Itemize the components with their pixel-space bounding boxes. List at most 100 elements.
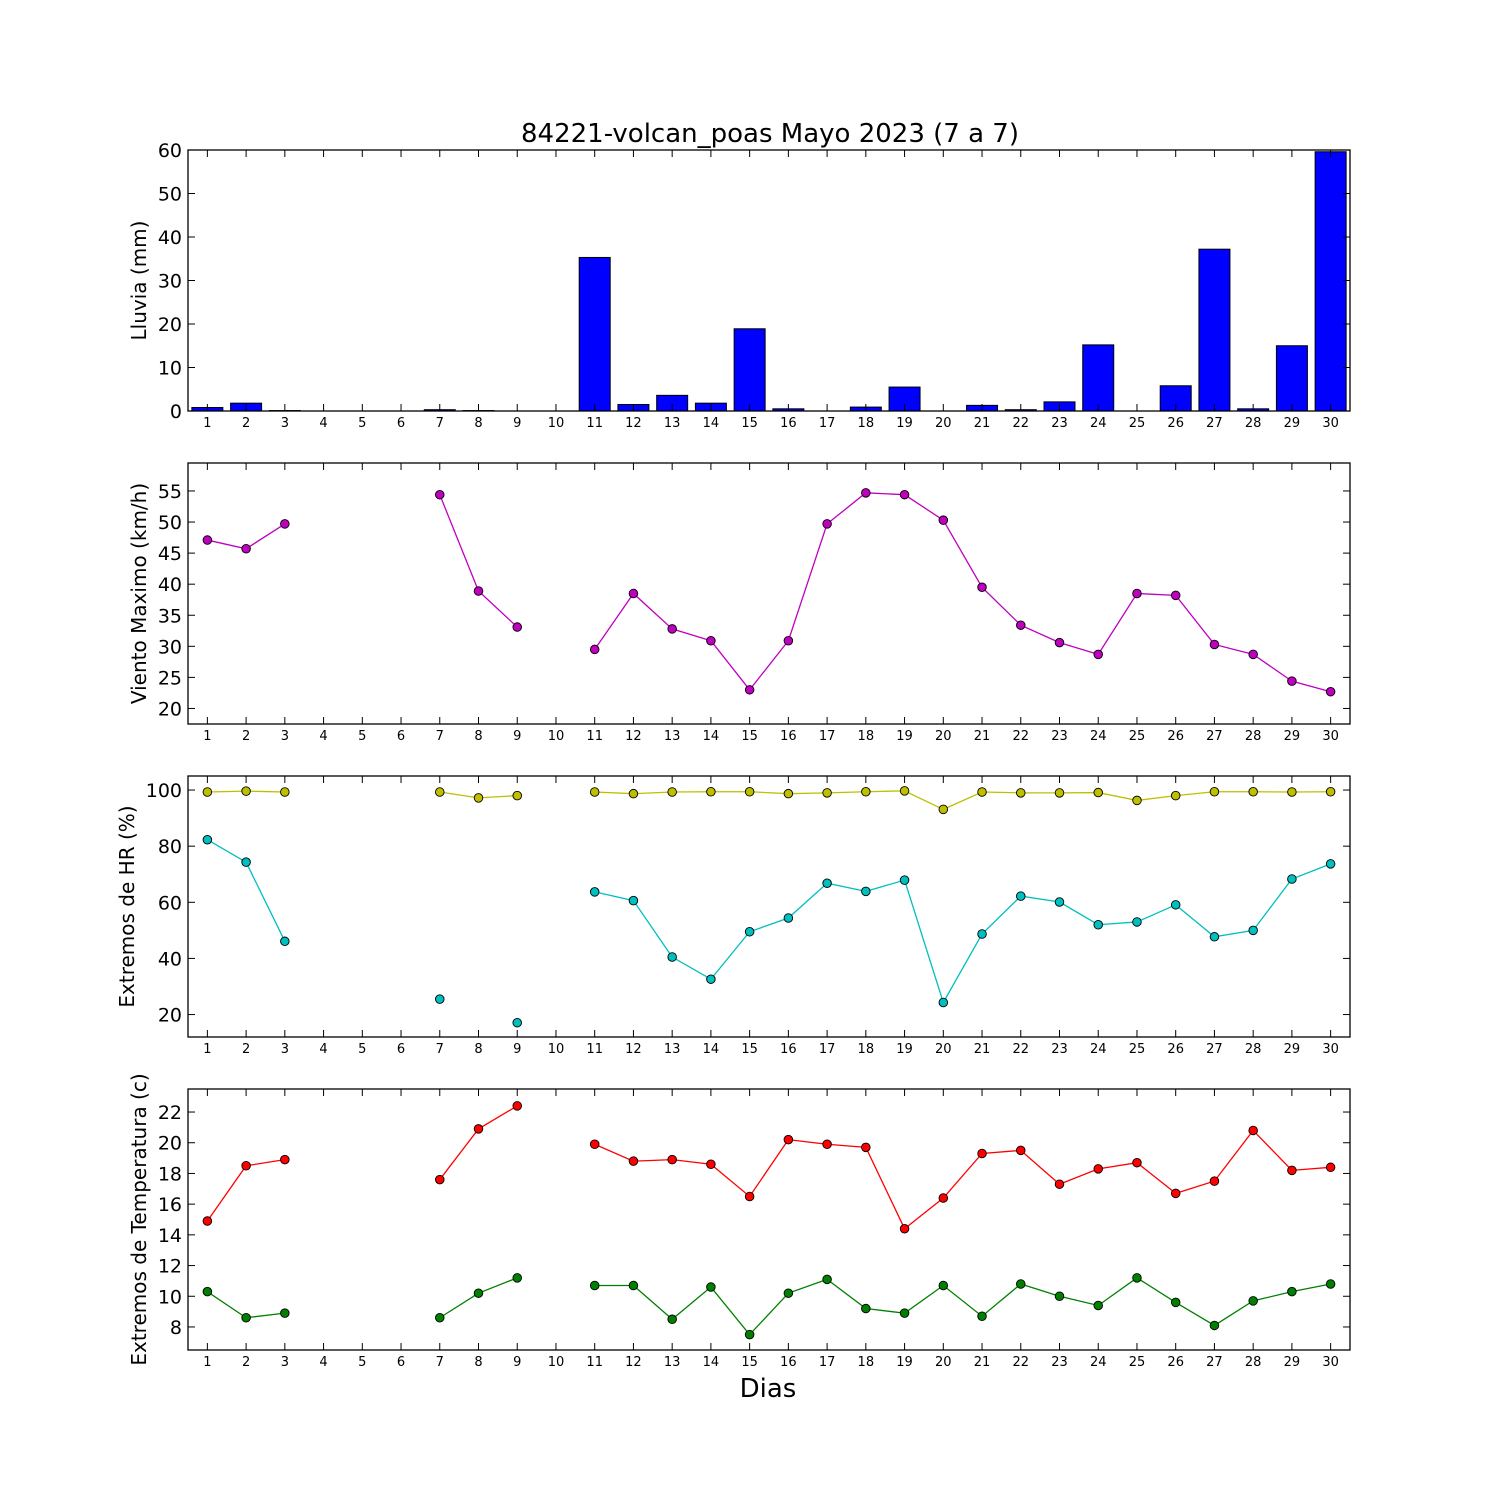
data-point (861, 488, 871, 498)
x-tick-label: 5 (358, 729, 366, 744)
x-tick-label: 1 (203, 1042, 211, 1057)
data-point (667, 952, 677, 962)
data-point (1016, 1145, 1026, 1156)
x-tick-label: 5 (358, 416, 366, 431)
data-point (706, 786, 716, 797)
data-point (1248, 1125, 1258, 1136)
rain-bar (1275, 345, 1308, 412)
x-tick-label: 28 (1245, 1355, 1262, 1370)
x-tick-label: 19 (896, 1042, 913, 1057)
data-point (1054, 1179, 1065, 1189)
x-tick-label: 27 (1206, 1355, 1223, 1370)
x-tick-label: 15 (741, 416, 758, 431)
y-tick-label: 50 (158, 184, 182, 206)
data-point (938, 515, 949, 525)
data-point (1287, 787, 1297, 797)
data-point (589, 887, 600, 897)
x-tick-label: 6 (397, 729, 405, 744)
data-point (977, 582, 987, 593)
data-point (512, 622, 522, 632)
data-point (744, 786, 755, 797)
x-tick-label: 19 (896, 729, 913, 744)
data-point (977, 1148, 987, 1159)
x-tick-label: 18 (858, 1042, 875, 1057)
x-tick-label: 20 (935, 416, 952, 431)
data-point (280, 936, 290, 947)
y-tick-label: 45 (158, 543, 182, 565)
data-point (1016, 620, 1026, 630)
y-tick-label: 40 (158, 948, 182, 970)
data-point (512, 790, 522, 801)
data-point (706, 974, 716, 984)
x-tick-label: 13 (664, 729, 681, 744)
data-point (1132, 1273, 1142, 1283)
data-point (822, 878, 832, 888)
data-point (241, 786, 251, 796)
x-tick-label: 2 (242, 729, 250, 744)
data-point (1209, 639, 1220, 650)
x-tick-label: 29 (1284, 1042, 1301, 1057)
y-tick-label: 30 (158, 271, 182, 293)
data-point (241, 857, 251, 867)
x-tick-label: 9 (513, 729, 521, 744)
data-point (473, 1124, 484, 1134)
x-tick-label: 7 (436, 1355, 444, 1370)
data-point (899, 1223, 910, 1234)
data-point (977, 787, 987, 797)
x-tick-label: 10 (548, 1355, 565, 1370)
x-tick-label: 7 (436, 1042, 444, 1057)
data-point (202, 787, 213, 797)
x-tick-label: 6 (397, 416, 405, 431)
data-point (1248, 786, 1258, 797)
rain-bar (1314, 151, 1347, 412)
x-tick-label: 8 (474, 1042, 482, 1057)
x-tick-label: 1 (203, 416, 211, 431)
x-tick-label: 23 (1051, 729, 1068, 744)
x-tick-label: 25 (1129, 729, 1146, 744)
data-point (589, 644, 600, 655)
x-tick-label: 5 (358, 1042, 366, 1057)
data-point (512, 1101, 522, 1111)
data-point (977, 929, 987, 939)
x-tick-label: 27 (1206, 1042, 1223, 1057)
y-tick-label: 22 (158, 1102, 182, 1124)
x-tick-label: 10 (548, 416, 565, 431)
data-point (1093, 1300, 1103, 1311)
x-tick-label: 2 (242, 416, 250, 431)
data-point (1287, 1165, 1297, 1176)
x-tick-label: 25 (1129, 1042, 1146, 1057)
data-point (1209, 1320, 1220, 1331)
x-tick-label: 12 (625, 416, 642, 431)
data-point (1287, 676, 1297, 686)
data-point (783, 1134, 794, 1145)
x-tick-label: 8 (474, 729, 482, 744)
x-tick-label: 16 (780, 416, 797, 431)
data-point (1132, 588, 1142, 599)
data-point (589, 787, 600, 797)
data-point (1170, 900, 1181, 910)
x-tick-label: 29 (1284, 416, 1301, 431)
data-point (1016, 891, 1026, 901)
y-tick-label: 50 (158, 512, 182, 534)
data-point (1325, 786, 1336, 797)
data-point (1209, 1176, 1220, 1186)
data-point (628, 1280, 639, 1291)
y-tick-label: 30 (158, 636, 182, 658)
x-tick-label: 24 (1090, 1042, 1107, 1057)
data-point (822, 788, 832, 798)
data-point (589, 1280, 600, 1291)
y-tick-label: 18 (158, 1163, 182, 1185)
data-point (1287, 874, 1297, 884)
data-point (1325, 686, 1336, 697)
x-tick-label: 30 (1322, 729, 1339, 744)
data-point (280, 1154, 290, 1165)
data-point (706, 1159, 716, 1169)
data-point (512, 1273, 522, 1283)
data-point (280, 519, 290, 529)
data-point (1170, 1188, 1181, 1199)
data-point (861, 1303, 871, 1314)
y-tick-label: 40 (158, 574, 182, 596)
rain-bar (1082, 344, 1115, 412)
x-tick-label: 30 (1322, 1042, 1339, 1057)
